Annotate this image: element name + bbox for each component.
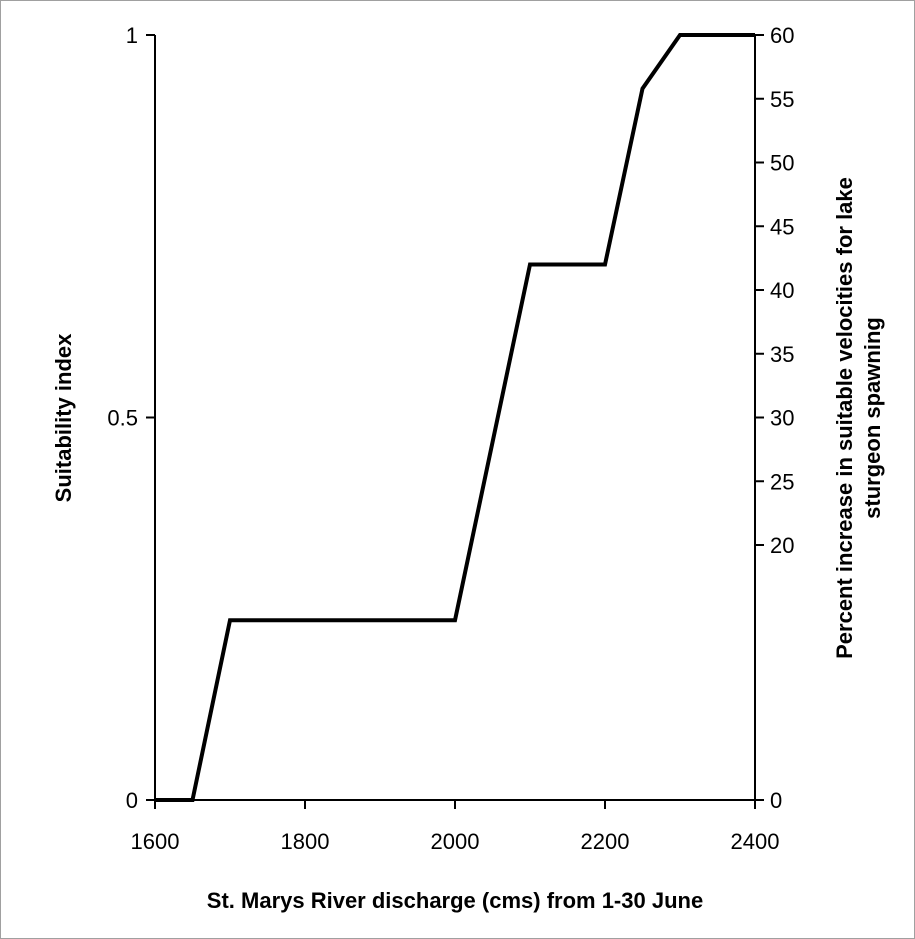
x-tick-label: 1600 bbox=[131, 829, 180, 854]
y-tick-label: 0 bbox=[126, 788, 138, 813]
y-tick-label: 1 bbox=[126, 23, 138, 48]
y2-tick-label: 25 bbox=[770, 469, 794, 494]
y2-tick-label: 50 bbox=[770, 151, 794, 176]
y2-tick-label: 55 bbox=[770, 87, 794, 112]
series bbox=[155, 33, 755, 802]
y2-tick-label: 0 bbox=[770, 788, 782, 813]
y2-axis-title-line2: sturgeon spawning bbox=[860, 317, 885, 519]
x-tick-label: 1800 bbox=[281, 829, 330, 854]
x-tick-label: 2400 bbox=[731, 829, 780, 854]
ticks: 1600 1800 2000 2200 2400 0 0.5 1 0 20 25 30 35 40 45 50… bbox=[107, 23, 794, 854]
axes bbox=[154, 35, 756, 801]
x-tick-label: 2200 bbox=[581, 829, 630, 854]
series-line bbox=[155, 33, 755, 802]
y2-tick-label: 20 bbox=[770, 533, 794, 558]
y2-tick-label: 30 bbox=[770, 406, 794, 431]
x-tick-label: 2000 bbox=[431, 829, 480, 854]
y2-tick-label: 45 bbox=[770, 214, 794, 239]
y2-tick-label: 35 bbox=[770, 342, 794, 367]
y2-tick-label: 40 bbox=[770, 278, 794, 303]
y-tick-label: 0.5 bbox=[107, 406, 138, 431]
y2-tick-label: 60 bbox=[770, 23, 794, 48]
x-axis-title: St. Marys River discharge (cms) from 1-3… bbox=[207, 888, 703, 913]
y-axis-title: Suitability index bbox=[51, 333, 76, 502]
y2-axis-title-line1: Percent increase in suitable velocities … bbox=[832, 177, 857, 659]
